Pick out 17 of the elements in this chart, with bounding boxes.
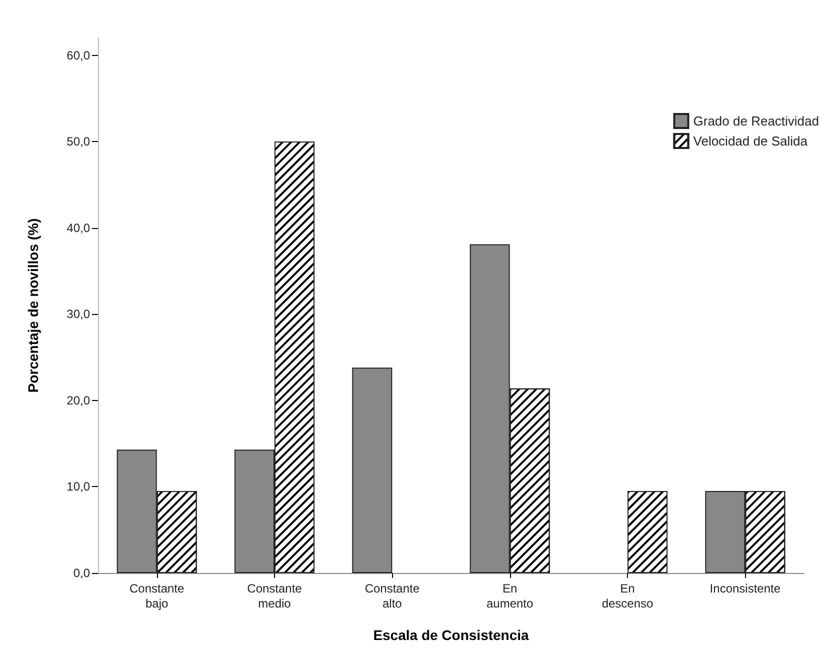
x-tick-label: Inconsistente xyxy=(710,582,781,596)
x-axis-title: Escala de Consistencia xyxy=(373,627,530,643)
x-tick-label: Constante alto xyxy=(364,582,420,610)
x-tick-label: Constante bajo xyxy=(129,582,185,610)
y-axis-title: Porcentaje de novillos (%) xyxy=(25,218,41,393)
y-tick-label: 0,0 xyxy=(73,566,90,580)
x-tick-label: En descenso xyxy=(602,582,654,610)
y-tick-label: 40,0 xyxy=(66,220,90,235)
y-tick-label: 50,0 xyxy=(66,134,90,149)
x-tick-label: En aumento xyxy=(486,582,534,610)
y-tick-label: 30,0 xyxy=(66,307,90,322)
legend-label: Grado de Reactividad xyxy=(693,114,820,128)
y-tick-label: 20,0 xyxy=(66,393,90,408)
y-tick-label: 10,0 xyxy=(66,480,90,494)
x-tick-label: Constante medio xyxy=(247,582,302,610)
y-tick-label: 60,0 xyxy=(66,48,90,62)
legend-label: Velocidad de Salida xyxy=(693,134,808,148)
